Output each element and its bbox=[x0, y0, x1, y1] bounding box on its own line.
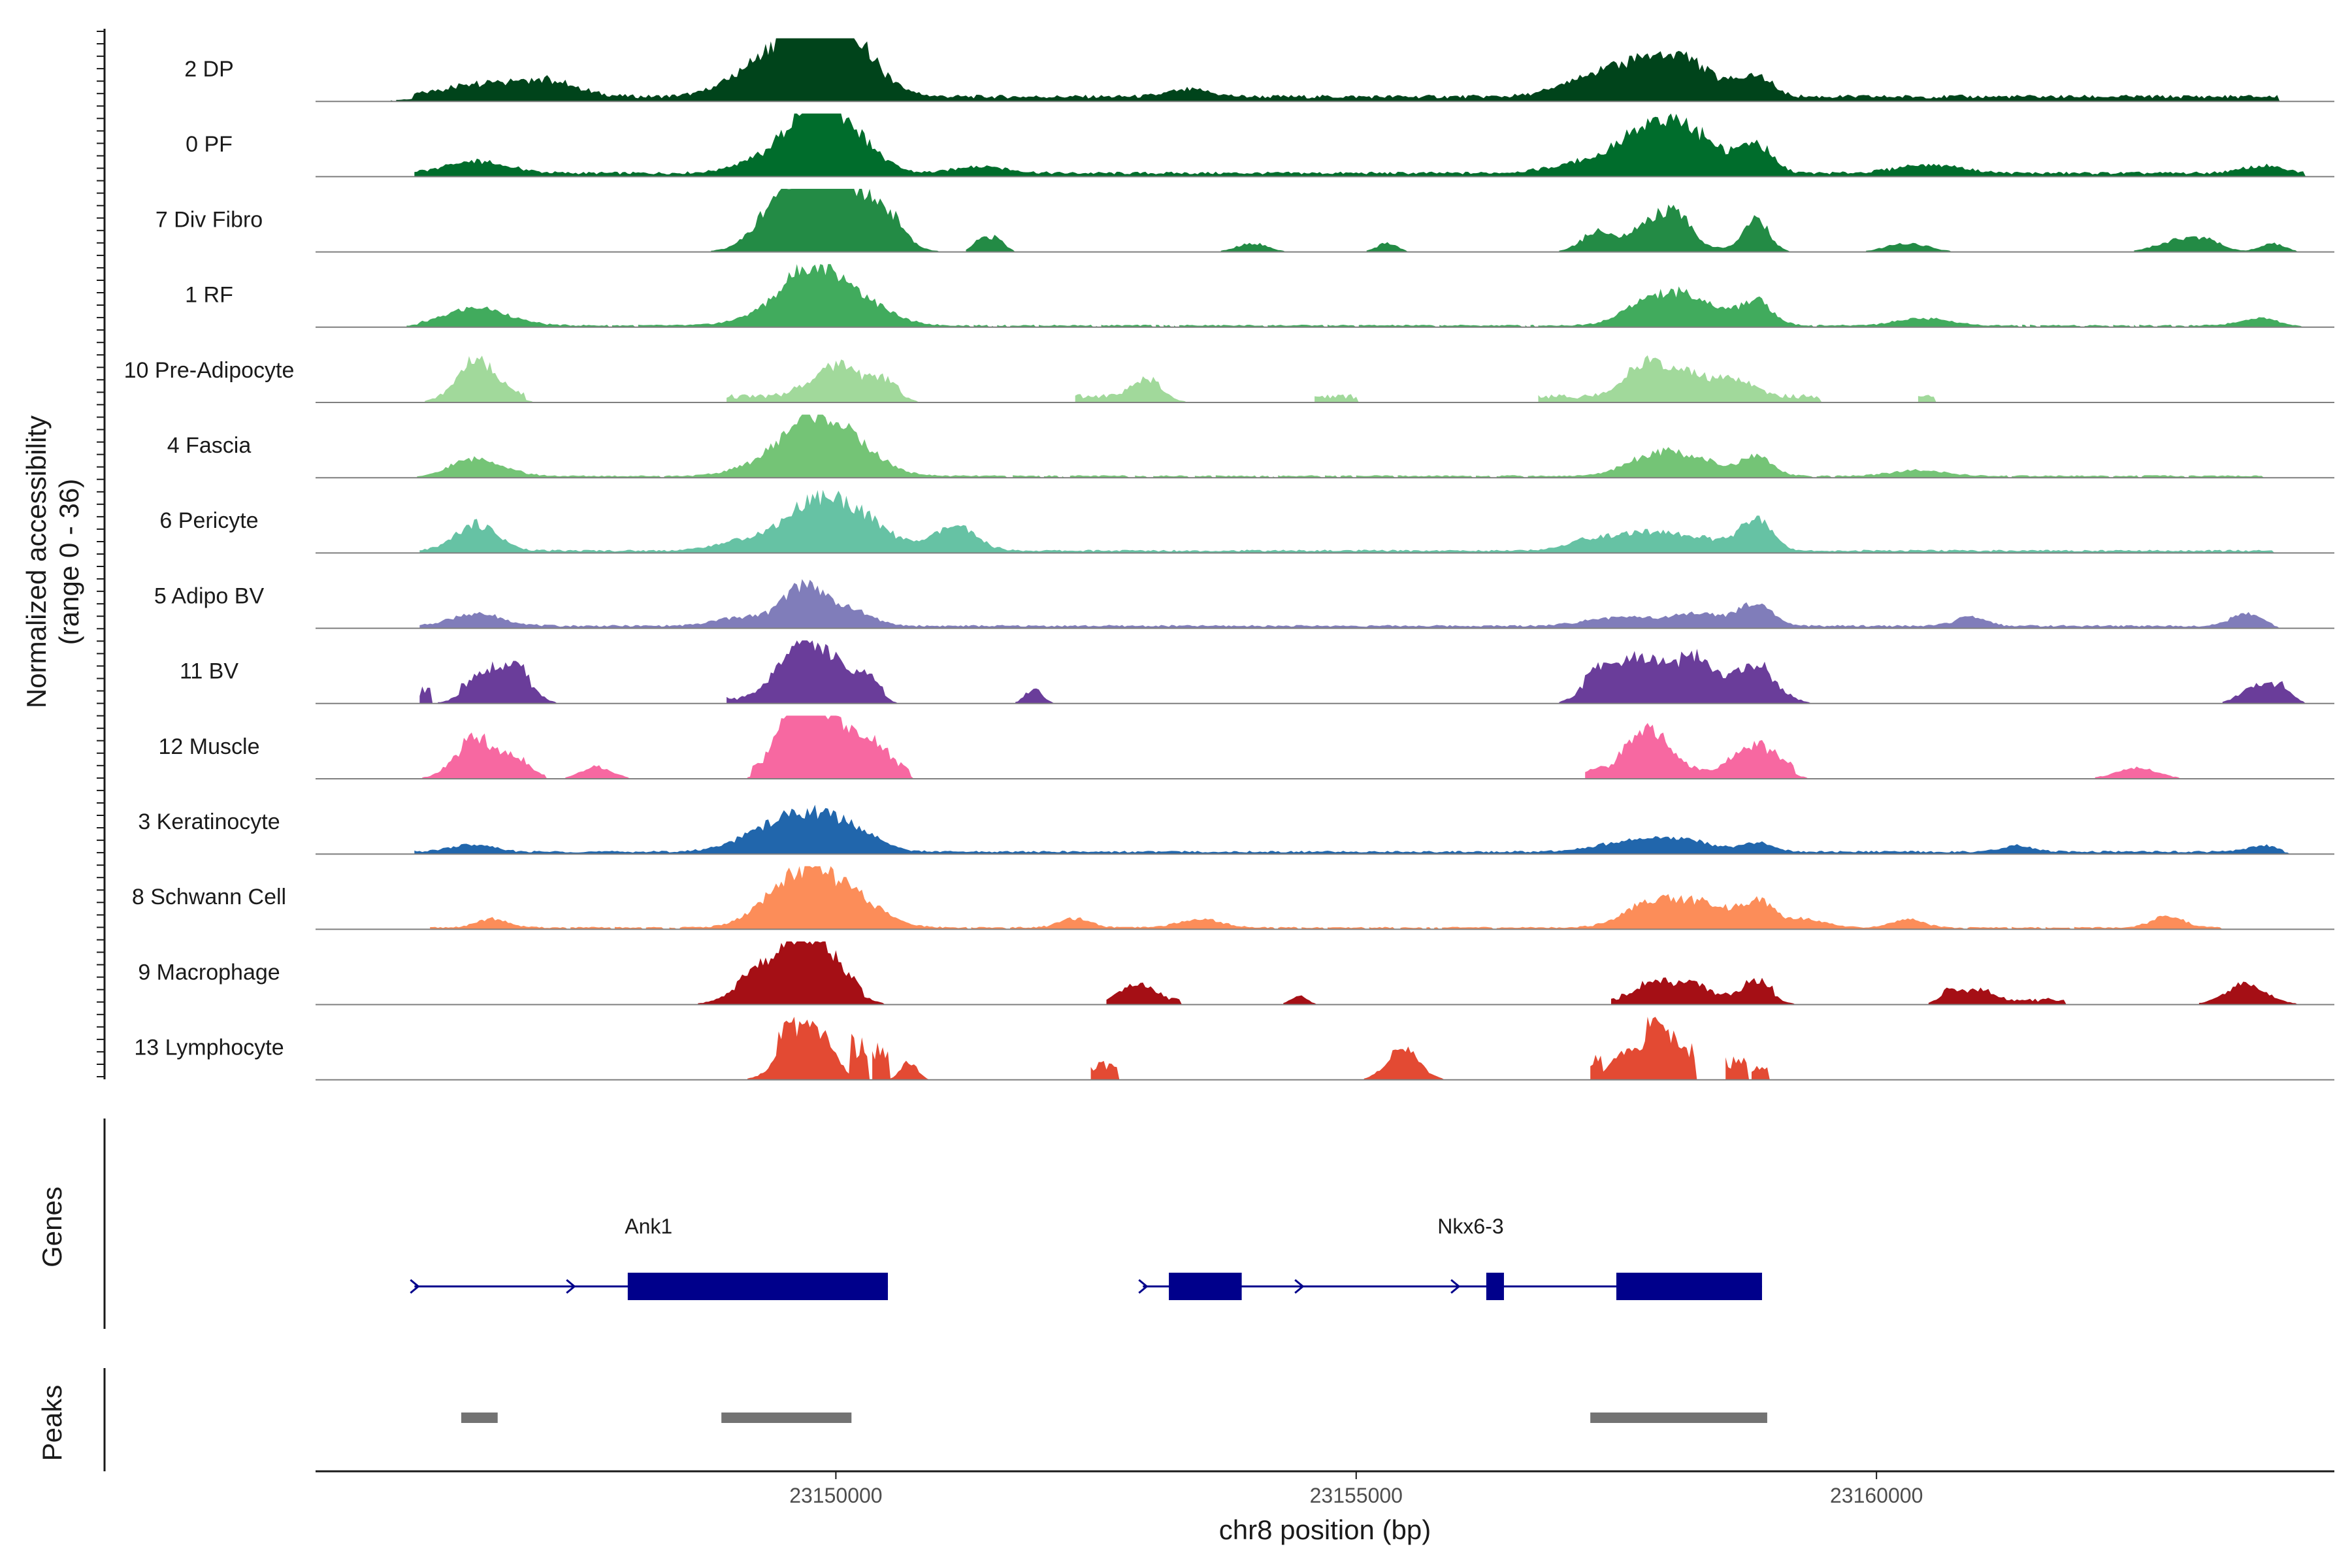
y-axis-range-label: (range 0 - 36) bbox=[54, 479, 84, 645]
strand-arrow bbox=[1294, 1279, 1305, 1294]
track-signal bbox=[414, 113, 2306, 177]
peak-region bbox=[461, 1413, 498, 1423]
gene-exon bbox=[1486, 1273, 1504, 1300]
track-6: 6 Pericyte bbox=[159, 489, 2334, 554]
gene-label: Ank1 bbox=[625, 1215, 672, 1238]
x-axis-title: chr8 position (bp) bbox=[1219, 1514, 1431, 1545]
y-axis-title: Normalized accessibility bbox=[21, 416, 52, 708]
x-tick-label: 23160000 bbox=[1830, 1484, 1923, 1507]
gene-label: Nkx6-3 bbox=[1437, 1215, 1503, 1238]
track-7: 5 Adipo BV bbox=[154, 579, 2334, 629]
peaks-track-title: Peaks bbox=[37, 1385, 67, 1462]
axes-layer: 23150000 23155000 23160000 bbox=[97, 29, 2334, 1507]
peaks-layer bbox=[461, 1413, 1767, 1423]
track-label: 8 Schwann Cell bbox=[132, 885, 286, 909]
track-signal bbox=[419, 579, 2280, 629]
strand-arrow bbox=[1138, 1279, 1149, 1294]
track-signal bbox=[425, 355, 1936, 402]
track-label: 3 Keratinocyte bbox=[138, 809, 280, 834]
track-label: 0 PF bbox=[186, 132, 233, 157]
track-signal bbox=[417, 414, 2264, 478]
track-0: 2 DP bbox=[184, 38, 2334, 103]
track-5: 4 Fascia bbox=[167, 414, 2334, 479]
track-signal bbox=[698, 941, 2298, 1005]
peak-region bbox=[721, 1413, 852, 1423]
track-label: 10 Pre-Adipocyte bbox=[124, 358, 295, 383]
track-2: 7 Div Fibro bbox=[155, 189, 2334, 253]
strand-arrow bbox=[566, 1279, 576, 1294]
genes-track-title: Genes bbox=[37, 1186, 67, 1267]
track-signal bbox=[419, 640, 2306, 704]
track-3: 1 RF bbox=[185, 264, 2334, 328]
track-label: 9 Macrophage bbox=[138, 960, 280, 985]
track-11: 8 Schwann Cell bbox=[132, 866, 2334, 930]
track-signal bbox=[391, 38, 2280, 102]
x-tick-label: 23155000 bbox=[1310, 1484, 1403, 1507]
strand-arrow bbox=[1450, 1279, 1461, 1294]
track-8: 11 BV bbox=[180, 640, 2334, 704]
track-label: 11 BV bbox=[180, 659, 238, 684]
track-12: 9 Macrophage bbox=[138, 941, 2334, 1005]
track-signal bbox=[747, 1017, 1770, 1080]
track-label: 4 Fascia bbox=[167, 433, 252, 458]
track-label: 5 Adipo BV bbox=[154, 583, 265, 608]
gene-exon bbox=[627, 1273, 889, 1300]
track-label: 6 Pericyte bbox=[159, 508, 258, 533]
track-signal bbox=[414, 804, 2291, 855]
track-4: 10 Pre-Adipocyte bbox=[124, 355, 2334, 403]
track-13: 13 Lymphocyte bbox=[134, 1017, 2334, 1081]
peak-region bbox=[1590, 1413, 1767, 1423]
track-9: 12 Muscle bbox=[159, 715, 2334, 779]
gene-nkx6-3: Nkx6-3 bbox=[1138, 1215, 1762, 1300]
gene-ank1: Ank1 bbox=[410, 1215, 889, 1300]
strand-arrow bbox=[410, 1279, 420, 1294]
track-label: 7 Div Fibro bbox=[155, 207, 263, 232]
genes-layer: Ank1 Nkx6-3 bbox=[410, 1215, 1762, 1300]
track-label: 2 DP bbox=[184, 57, 234, 82]
track-signal bbox=[406, 264, 2304, 327]
track-signal bbox=[419, 489, 2275, 553]
track-signal bbox=[711, 189, 2298, 252]
gene-exon bbox=[1616, 1273, 1762, 1300]
track-label: 12 Muscle bbox=[159, 734, 260, 759]
track-10: 3 Keratinocyte bbox=[138, 804, 2334, 855]
track-label: 13 Lymphocyte bbox=[134, 1036, 284, 1060]
track-1: 0 PF bbox=[186, 113, 2334, 178]
x-tick-label: 23150000 bbox=[789, 1484, 882, 1507]
tracks-layer: 2 DP 0 PF 7 Div Fibro 1 RF 10 Pre-Adipocyte 4… bbox=[124, 38, 2334, 1081]
track-signal bbox=[422, 715, 2181, 779]
track-label: 1 RF bbox=[185, 283, 233, 308]
track-signal bbox=[430, 866, 2223, 930]
gene-exon bbox=[1169, 1273, 1242, 1300]
